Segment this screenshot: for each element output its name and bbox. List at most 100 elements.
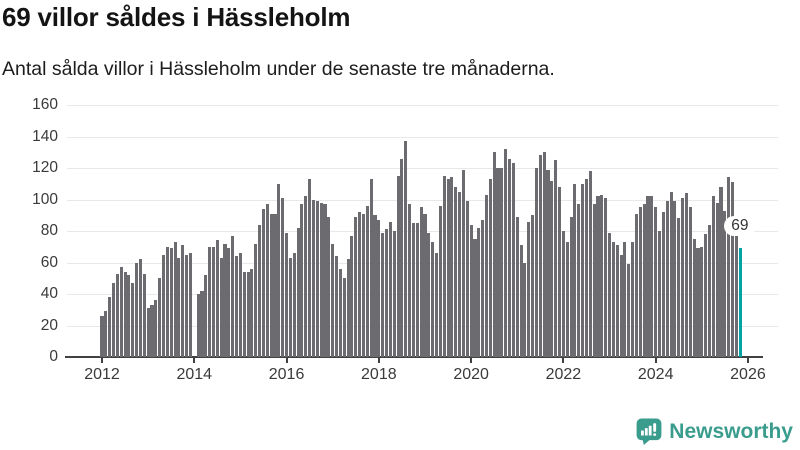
bar bbox=[315, 201, 319, 357]
bar bbox=[300, 204, 304, 357]
bar bbox=[246, 271, 250, 357]
bar bbox=[665, 201, 669, 357]
bar bbox=[338, 268, 342, 357]
bar bbox=[492, 152, 496, 357]
x-axis-label: 2018 bbox=[361, 366, 397, 383]
bar bbox=[454, 186, 458, 357]
bar bbox=[519, 245, 523, 357]
bar-chart-speech-bubble-icon bbox=[636, 418, 662, 445]
bar bbox=[350, 235, 354, 357]
bar bbox=[381, 232, 385, 357]
bar bbox=[546, 169, 550, 357]
value-badge: 69 bbox=[724, 216, 756, 237]
bar bbox=[577, 204, 581, 357]
bar bbox=[642, 204, 646, 357]
x-axis-label: 2016 bbox=[268, 366, 305, 383]
bar bbox=[669, 191, 673, 357]
bar bbox=[265, 204, 269, 357]
bar bbox=[277, 183, 281, 357]
y-axis-label: 0 bbox=[49, 348, 58, 365]
bar bbox=[288, 257, 292, 357]
bar bbox=[419, 207, 423, 357]
bar bbox=[681, 197, 685, 357]
bar bbox=[304, 196, 308, 357]
bar bbox=[446, 179, 450, 357]
bar bbox=[438, 205, 442, 357]
bar bbox=[285, 232, 289, 357]
bar bbox=[550, 180, 554, 357]
bar bbox=[627, 264, 631, 357]
bar bbox=[638, 207, 642, 357]
bar bbox=[169, 248, 173, 357]
bar bbox=[677, 218, 681, 357]
bar bbox=[392, 231, 396, 357]
bar bbox=[538, 155, 542, 357]
bar bbox=[231, 235, 235, 357]
bar bbox=[161, 254, 166, 357]
bar bbox=[261, 208, 266, 357]
bar bbox=[415, 223, 419, 357]
highlight-bar bbox=[738, 248, 742, 357]
bar bbox=[365, 205, 369, 357]
bar bbox=[569, 216, 573, 357]
bar bbox=[434, 253, 439, 357]
bar bbox=[142, 273, 146, 357]
bar bbox=[496, 168, 500, 357]
bar bbox=[331, 243, 335, 357]
brand-logo[interactable]: Newsworthy bbox=[636, 418, 793, 445]
bar bbox=[388, 221, 392, 357]
chart-subtitle: Antal sålda villor i Hässleholm under de… bbox=[2, 58, 555, 80]
bar bbox=[692, 238, 696, 357]
bar bbox=[634, 213, 638, 357]
y-axis-label: 40 bbox=[40, 285, 58, 302]
y-axis-label: 160 bbox=[32, 96, 58, 113]
bar bbox=[115, 273, 119, 357]
bar bbox=[650, 196, 654, 357]
bar bbox=[400, 158, 404, 357]
bar bbox=[427, 232, 431, 357]
bar bbox=[473, 238, 477, 357]
x-axis-tick bbox=[377, 358, 380, 363]
bar bbox=[423, 213, 427, 357]
bar bbox=[334, 256, 339, 357]
bar bbox=[565, 242, 569, 357]
x-axis-label: 2020 bbox=[453, 366, 489, 383]
bar bbox=[715, 202, 719, 357]
bar bbox=[623, 242, 627, 357]
bar bbox=[531, 215, 535, 357]
x-axis-tick bbox=[562, 358, 565, 363]
bar bbox=[484, 194, 489, 357]
bar bbox=[657, 231, 662, 357]
bar bbox=[308, 179, 312, 357]
bar bbox=[396, 175, 400, 357]
x-axis-tick bbox=[101, 358, 103, 363]
bar bbox=[654, 207, 658, 357]
x-axis-label: 2022 bbox=[545, 366, 582, 383]
y-axis-label: 80 bbox=[40, 222, 58, 239]
bar bbox=[527, 221, 531, 357]
bar bbox=[554, 160, 558, 357]
bar bbox=[104, 311, 108, 357]
bar bbox=[242, 271, 246, 357]
x-axis-label: 2026 bbox=[730, 366, 766, 383]
bar bbox=[408, 204, 412, 357]
bar bbox=[615, 245, 619, 357]
bar bbox=[442, 175, 446, 357]
bar bbox=[581, 183, 585, 357]
bar bbox=[208, 246, 212, 357]
bar bbox=[558, 186, 562, 357]
bar bbox=[204, 275, 208, 357]
bar bbox=[600, 194, 604, 357]
bar bbox=[573, 183, 577, 357]
bar bbox=[465, 201, 469, 357]
gridline bbox=[67, 105, 778, 106]
bar bbox=[323, 204, 327, 357]
x-axis-tick bbox=[470, 358, 473, 363]
bar bbox=[150, 305, 154, 357]
bar bbox=[361, 213, 365, 357]
bar bbox=[588, 171, 592, 357]
bar bbox=[258, 224, 262, 357]
bar bbox=[327, 216, 331, 357]
bar bbox=[146, 308, 150, 357]
y-axis-label: 60 bbox=[40, 253, 58, 271]
